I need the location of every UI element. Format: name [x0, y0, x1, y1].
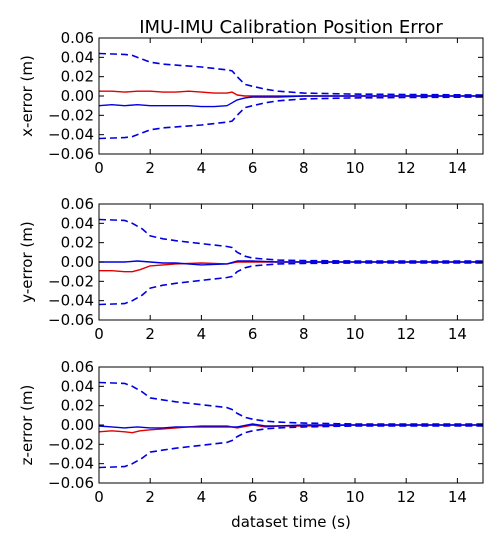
- y-tick-label: −0.06: [48, 145, 94, 163]
- y-tick-label: 0.00: [61, 416, 94, 434]
- subplots: 0 2 4 6 8 10 12 140.060.040.020.00−0.02−0.04−0.…: [18, 29, 484, 506]
- x-tick-label: 6: [248, 325, 258, 343]
- x-tick-label: 2: [145, 488, 155, 506]
- y-tick-label: 0.06: [61, 195, 94, 213]
- y-tick-label: 0.00: [61, 87, 94, 105]
- x-tick-label: 10: [345, 159, 364, 177]
- error-line-blue-1: [99, 260, 483, 266]
- x-tick-label: 2: [145, 159, 155, 177]
- x-tick-label: 4: [197, 159, 207, 177]
- x-tick-label: 12: [397, 488, 416, 506]
- y-tick-label: −0.02: [48, 272, 94, 290]
- y-tick-label: 0.06: [61, 29, 94, 47]
- bound-line-blue-2: [99, 52, 483, 96]
- x-tick-label: 14: [448, 159, 467, 177]
- x-tick-label: 0: [94, 159, 104, 177]
- x-tick-label: 12: [397, 325, 416, 343]
- y-tick-label: −0.04: [48, 126, 94, 144]
- y-tick-label: 0.02: [61, 234, 94, 252]
- bound-line-blue-3: [99, 425, 483, 469]
- y-tick-label: −0.04: [48, 455, 94, 473]
- x-tick-label: 4: [197, 325, 207, 343]
- subplot-3: 0 2 4 6 8 10 12 14 0.060.04 0.020.00−0.02 −0.04−0.…: [18, 358, 484, 506]
- x-tick-label: 0: [94, 325, 104, 343]
- error-line-blue-1: [99, 95, 483, 108]
- y-tick-label: 0.00: [61, 253, 94, 271]
- x-tick-label: 8: [299, 159, 309, 177]
- y-tick-label: 0.02: [61, 68, 94, 86]
- x-tick-label: 14: [448, 325, 467, 343]
- y-tick-label: 0.04: [61, 214, 94, 232]
- x-tick-label: 8: [299, 488, 309, 506]
- y-tick-label: 0.04: [61, 377, 94, 395]
- y-tick-label: −0.06: [48, 311, 94, 329]
- x-tick-label: 10: [345, 325, 364, 343]
- x-tick-label: 2: [145, 325, 155, 343]
- y-axis-label: z-error (m): [18, 385, 36, 466]
- x-tick-label: 12: [397, 159, 416, 177]
- x-tick-label: 14: [448, 488, 467, 506]
- x-tick-label: 4: [197, 488, 207, 506]
- y-tick-label: 0.02: [61, 397, 94, 415]
- y-axis-label: y-error (m): [18, 221, 36, 302]
- x-tick-label: 6: [248, 159, 258, 177]
- y-tick-label: −0.02: [48, 106, 94, 124]
- subplot-2: 0 2 4 6 8 10 12 14 0.060.04 0.020.00−0.02 −0.04−0.…: [18, 195, 484, 343]
- x-tick-label: 10: [345, 488, 364, 506]
- y-tick-label: −0.02: [48, 435, 94, 453]
- series-group: [99, 218, 483, 306]
- series-group: [99, 381, 483, 469]
- subplot-1: 0 2 4 6 8 10 12 14 0.060.04 0.020.00−0.02 −0.04−0.…: [18, 29, 484, 177]
- y-axis-label: x-error (m): [18, 55, 36, 137]
- y-tick-label: −0.06: [48, 474, 94, 492]
- y-tick-label: −0.04: [48, 292, 94, 310]
- error-line-blue-1: [99, 423, 483, 429]
- x-tick-label: 6: [248, 488, 258, 506]
- x-axis-label: dataset time (s): [231, 513, 351, 531]
- chart-title: IMU-IMU Calibration Position Error: [139, 17, 443, 38]
- bound-line-blue-2: [99, 381, 483, 425]
- y-tick-label: 0.04: [61, 48, 94, 66]
- bound-line-blue-3: [99, 96, 483, 140]
- bound-line-blue-3: [99, 262, 483, 306]
- x-tick-label: 0: [94, 488, 104, 506]
- y-tick-label: 0.06: [61, 358, 94, 376]
- x-tick-label: 8: [299, 325, 309, 343]
- series-group: [99, 52, 483, 140]
- bound-line-blue-2: [99, 218, 483, 262]
